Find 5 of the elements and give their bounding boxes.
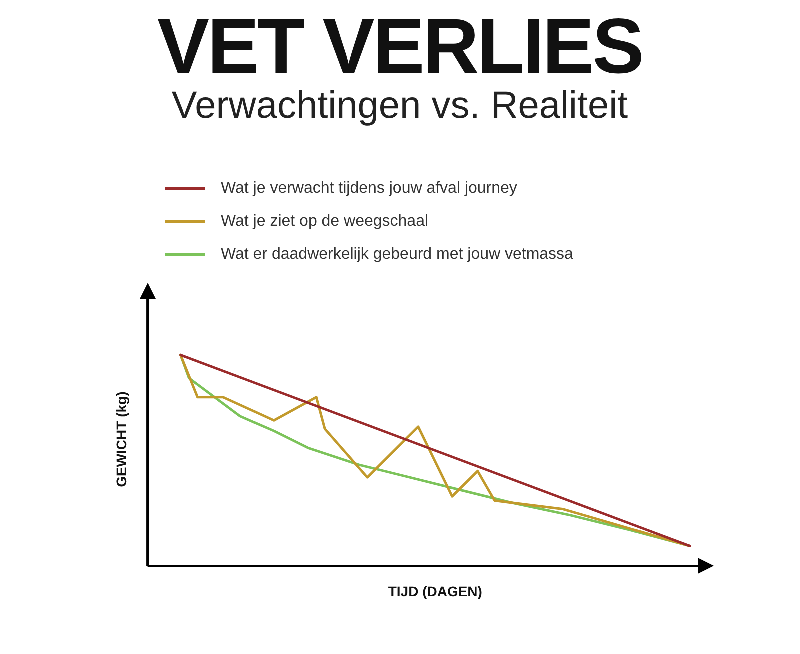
x-axis-title: TIJD (DAGEN)	[388, 583, 482, 600]
legend-label: Wat er daadwerkelijk gebeurd met jouw vetmassa	[221, 246, 574, 264]
legend-label: Wat je verwacht tijdens jouw afval journey	[221, 180, 518, 198]
y-axis-title: GEWICHT (kg)	[113, 392, 130, 488]
legend-label: Wat je ziet op de weegschaal	[221, 212, 429, 230]
